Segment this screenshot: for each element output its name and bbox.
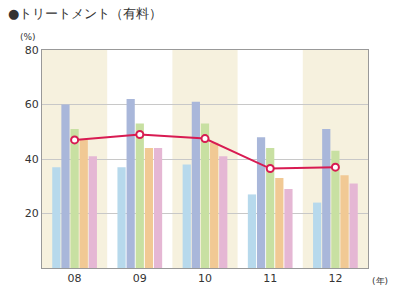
svg-text:20: 20 <box>25 207 39 220</box>
svg-text:60: 60 <box>25 98 39 111</box>
svg-text:09: 09 <box>133 272 147 285</box>
svg-text:(年): (年) <box>372 276 388 286</box>
svg-text:10: 10 <box>198 272 212 285</box>
svg-text:(%): (%) <box>20 32 36 42</box>
svg-text:40: 40 <box>25 153 39 166</box>
svg-text:11: 11 <box>263 272 277 285</box>
svg-text:●トリートメント（有料）: ●トリートメント（有料） <box>8 6 162 21</box>
svg-text:80: 80 <box>25 44 39 57</box>
svg-text:08: 08 <box>68 272 82 285</box>
svg-text:12: 12 <box>328 272 342 285</box>
